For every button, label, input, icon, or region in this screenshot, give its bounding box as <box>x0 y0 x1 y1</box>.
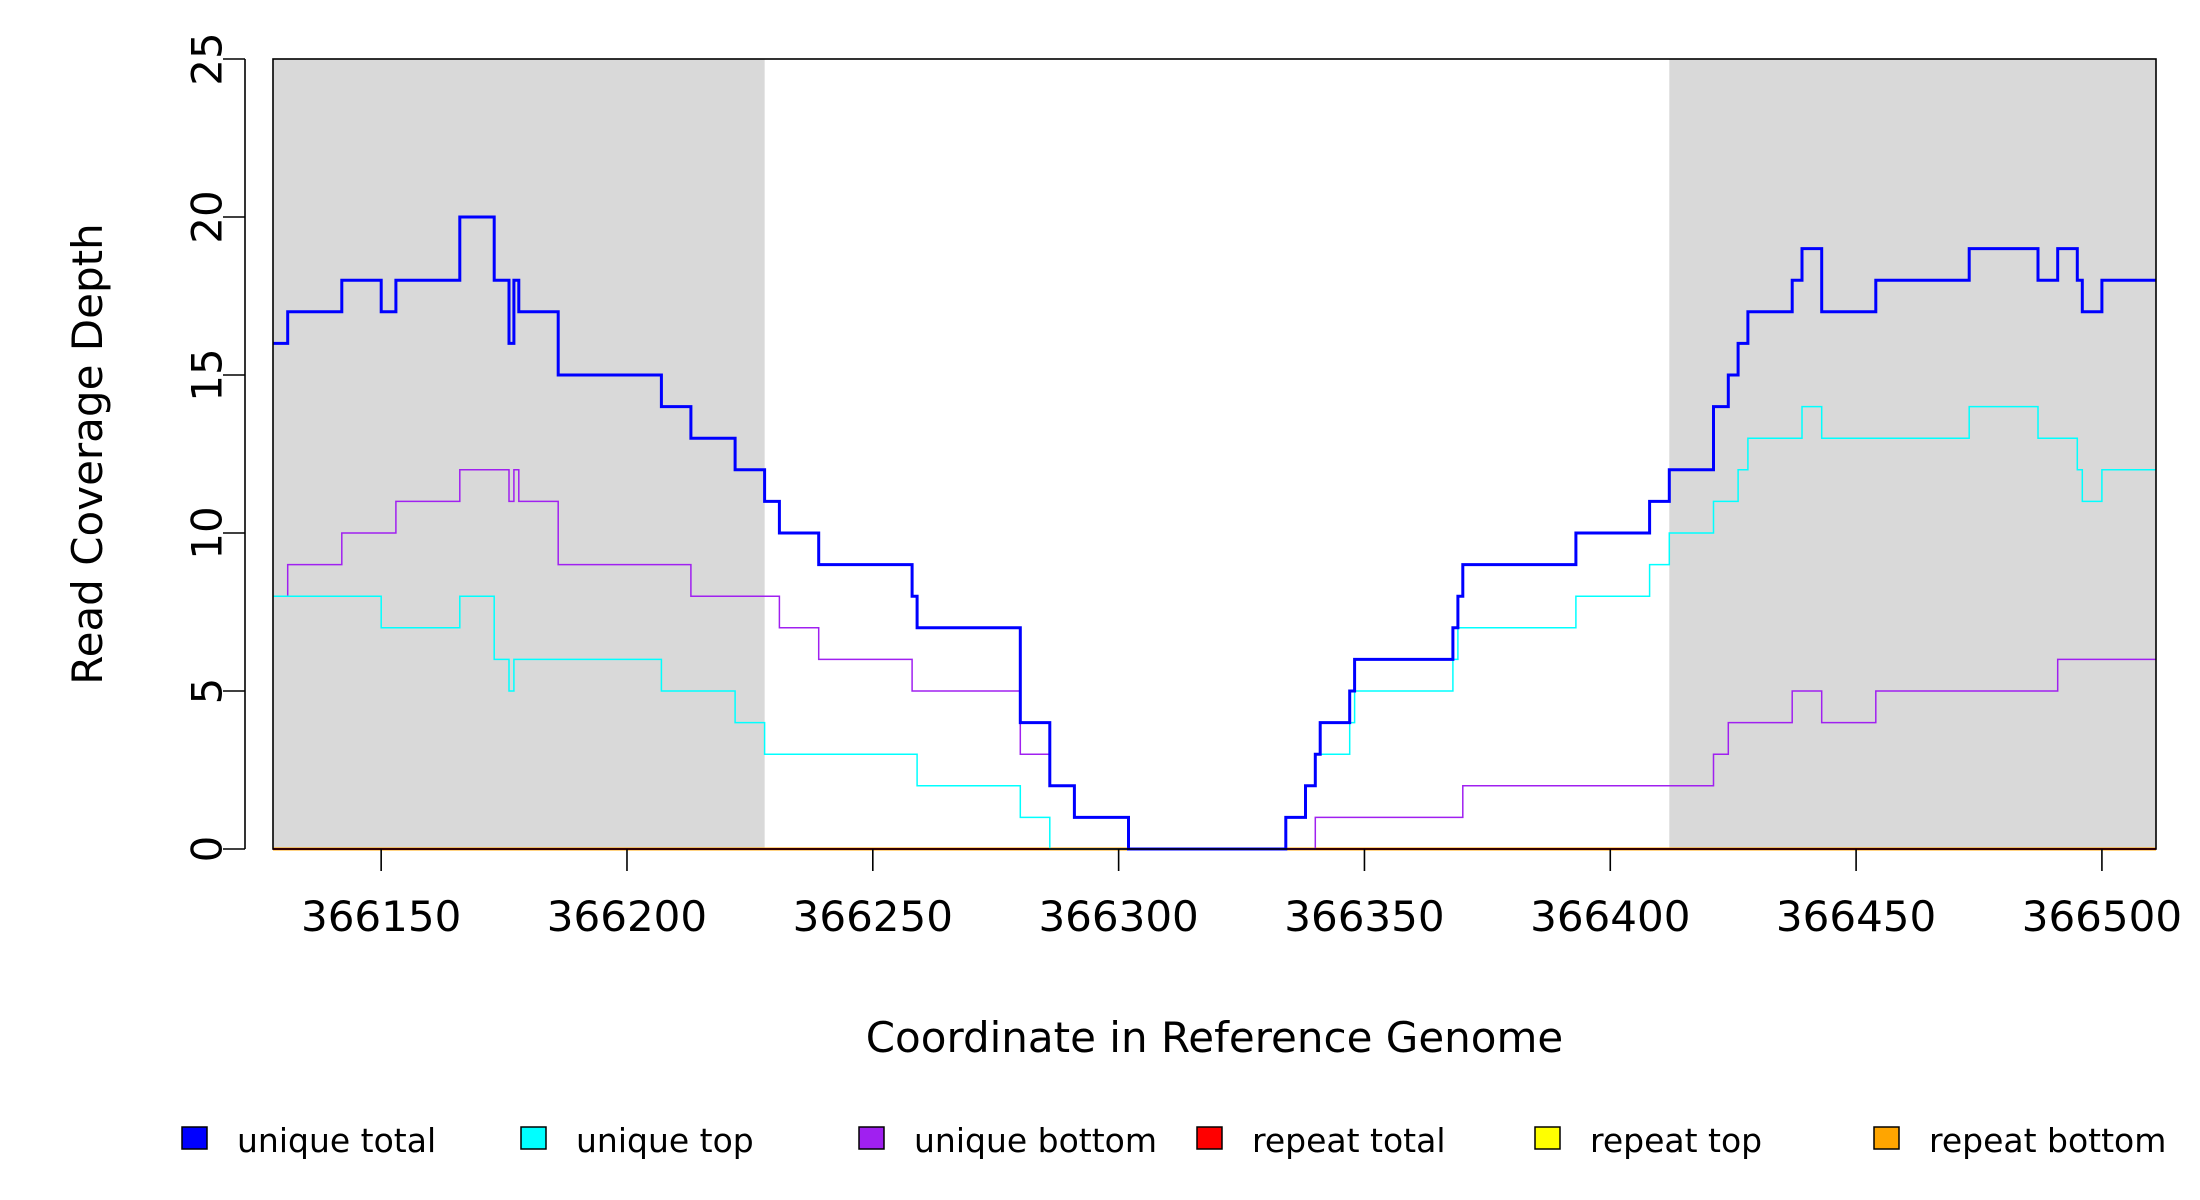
x-tick-label: 366500 <box>2022 892 2182 941</box>
x-axis: 366150 366200 366250 366300 366350 366400 3664… <box>301 849 2182 941</box>
legend-label: unique top <box>576 1121 754 1160</box>
y-tick-label: 15 <box>183 348 232 401</box>
x-tick-label: 366300 <box>1038 892 1198 941</box>
legend-label: unique bottom <box>914 1121 1157 1160</box>
y-axis-title: Read Coverage Depth <box>63 223 112 684</box>
x-tick-label: 366150 <box>301 892 461 941</box>
x-tick-label: 366350 <box>1284 892 1444 941</box>
legend-swatch <box>181 1126 208 1150</box>
x-tick-label: 366200 <box>547 892 707 941</box>
legend-label: unique total <box>237 1121 436 1160</box>
x-tick-label: 366250 <box>793 892 953 941</box>
shaded-region-1 <box>273 59 765 849</box>
legend-label: repeat bottom <box>1929 1121 2166 1160</box>
legend-item-unique-top: unique top <box>520 1121 754 1160</box>
y-tick-label: 20 <box>183 190 232 243</box>
legend-label: repeat top <box>1590 1121 1762 1160</box>
legend-swatch <box>1873 1126 1900 1150</box>
y-tick-label: 5 <box>183 678 232 705</box>
legend-item-repeat-bottom: repeat bottom <box>1873 1121 2166 1160</box>
legend-item-unique-total: unique total <box>181 1121 436 1160</box>
x-axis-title: Coordinate in Reference Genome <box>866 1013 1564 1062</box>
legend-item-repeat-total: repeat total <box>1196 1121 1446 1160</box>
shaded-region-2 <box>1669 59 2156 849</box>
y-tick-label: 10 <box>183 506 232 559</box>
legend-swatch <box>858 1126 885 1150</box>
series-line-unique-bottom <box>273 469 2156 850</box>
legend-swatch <box>1534 1126 1561 1150</box>
legend-item-repeat-top: repeat top <box>1534 1121 1762 1160</box>
y-axis: 0 5 10 15 20 25 <box>183 32 246 863</box>
y-tick-label: 0 <box>183 836 232 863</box>
legend-swatch <box>520 1126 547 1150</box>
series-line-unique-top <box>273 405 2156 850</box>
x-tick-label: 366400 <box>1530 892 1690 941</box>
legend-swatch <box>1196 1126 1223 1150</box>
legend-item-unique-bottom: unique bottom <box>858 1121 1157 1160</box>
shaded-regions <box>273 59 2156 849</box>
x-tick-label: 366450 <box>1776 892 1936 941</box>
legend-label: repeat total <box>1252 1121 1446 1160</box>
series-line-unique-total <box>273 215 2156 851</box>
plot-frame <box>272 58 2157 850</box>
legend: unique total unique top unique bottom repea… <box>181 1121 2166 1160</box>
y-tick-label: 25 <box>183 32 232 85</box>
